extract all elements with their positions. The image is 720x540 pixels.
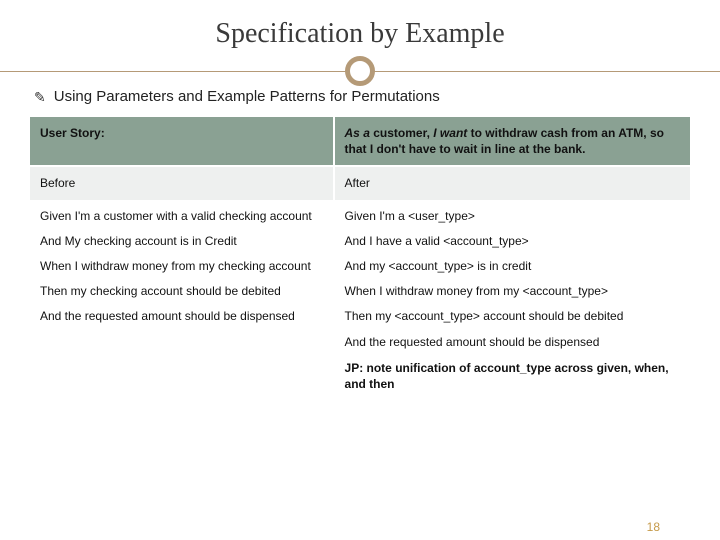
before-line: And the requested amount should be dispe… [40,308,323,324]
after-line: And I have a valid <account_type> [345,233,680,249]
ring-icon [345,56,375,86]
after-cell: Given I'm a <user_type> And I have a val… [334,201,691,407]
before-cell: Given I'm a customer with a valid checki… [29,201,334,407]
before-line: Given I'm a customer with a valid checki… [40,208,323,224]
after-line: When I withdraw money from my <account_t… [345,283,680,299]
after-line: And my <account_type> is in credit [345,258,680,274]
after-line: Then my <account_type> account should be… [345,308,680,324]
table-row: User Story: As a customer, I want to wit… [29,116,691,166]
user-story-label: User Story: [29,116,334,166]
before-line: And My checking account is in Credit [40,233,323,249]
spec-table: User Story: As a customer, I want to wit… [28,115,692,407]
after-note: JP: note unification of account_type acr… [345,360,680,392]
table-row: Before After [29,166,691,200]
before-line: When I withdraw money from my checking a… [40,258,323,274]
slide: Specification by Example ✎ Using Paramet… [0,0,720,540]
after-label: After [334,166,691,200]
user-story-text: As a customer, I want to withdraw cash f… [334,116,691,166]
title-divider [28,60,692,82]
subtitle-text: Using Parameters and Example Patterns fo… [54,88,440,105]
before-label: Before [29,166,334,200]
page-number: 18 [647,520,660,534]
before-line: Then my checking account should be debit… [40,283,323,299]
after-line: And the requested amount should be dispe… [345,334,680,350]
slide-title: Specification by Example [28,18,692,50]
table-row: Given I'm a customer with a valid checki… [29,201,691,407]
after-line: Given I'm a <user_type> [345,208,680,224]
subtitle-row: ✎ Using Parameters and Example Patterns … [34,88,692,105]
bullet-icon: ✎ [34,90,46,104]
